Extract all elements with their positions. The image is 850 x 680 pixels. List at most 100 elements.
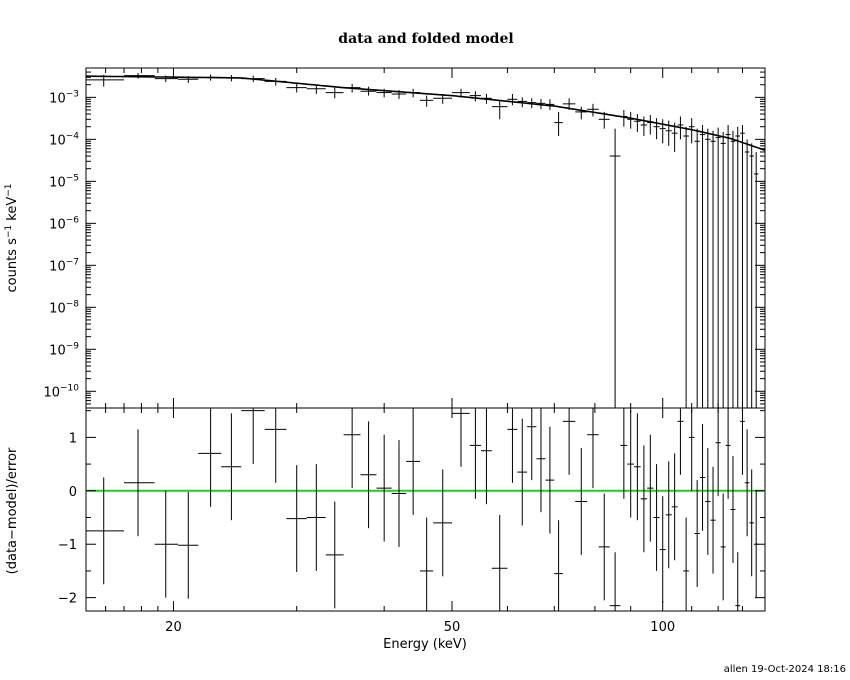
residual-point — [665, 461, 672, 569]
data-point — [587, 103, 599, 117]
residual-point — [575, 448, 588, 555]
data-point — [753, 151, 759, 408]
x-axis-label: Energy (keV) — [383, 637, 467, 652]
data-point — [491, 100, 508, 120]
y-tick-label: 10−6 — [49, 215, 79, 232]
y-tick-label: −1 — [58, 538, 77, 553]
residual-points — [86, 408, 759, 611]
bottom-y-tick-labels: −2 −1 0 1 — [58, 431, 77, 606]
residual-point — [659, 496, 666, 603]
data-point — [694, 128, 700, 408]
residual-point — [710, 466, 716, 574]
footer-stamp: allen 19-Oct-2024 18:16 — [724, 664, 846, 675]
residual-point — [433, 469, 453, 577]
data-point — [325, 87, 344, 99]
residual-point — [406, 408, 420, 515]
y-tick-label: −2 — [58, 592, 77, 607]
y-tick-label: 10−7 — [49, 257, 79, 274]
data-point — [554, 111, 563, 137]
residual-point — [744, 429, 750, 537]
residual-point — [720, 493, 726, 601]
residual-point — [699, 424, 706, 531]
data-point — [286, 83, 307, 93]
residual-point — [609, 552, 621, 611]
residual-point — [154, 490, 178, 598]
residual-point — [177, 491, 199, 599]
data-point — [507, 94, 518, 106]
residual-point — [536, 408, 546, 513]
residual-point — [241, 408, 265, 465]
y-tick-label: 10−4 — [49, 131, 79, 148]
residual-point — [86, 477, 125, 585]
residual-point — [598, 493, 610, 601]
residual-point — [705, 448, 711, 555]
data-point — [634, 114, 641, 132]
residual-point — [325, 501, 344, 609]
data-point — [720, 131, 726, 408]
residual-point — [306, 464, 326, 571]
data-point — [735, 126, 741, 408]
residual-point — [715, 408, 721, 497]
model-curve — [85, 75, 766, 151]
residual-point — [647, 434, 654, 542]
residual-point — [749, 469, 754, 577]
data-point — [671, 122, 678, 152]
residual-point — [469, 408, 481, 499]
residual-point — [677, 408, 684, 475]
data-point — [749, 143, 754, 408]
residual-point — [221, 413, 242, 521]
residual-point — [683, 517, 689, 611]
x-tick-label: 50 — [444, 620, 461, 635]
residual-point — [376, 434, 392, 542]
residual-point — [653, 464, 660, 571]
data-point — [469, 91, 481, 102]
x-tick-label: 20 — [165, 620, 182, 635]
top-data-points — [86, 73, 759, 408]
residual-point — [694, 480, 700, 587]
residual-point — [753, 490, 759, 598]
residual-point — [554, 520, 563, 611]
data-point — [609, 128, 621, 408]
data-point — [653, 118, 660, 140]
y-tick-label: 10−9 — [49, 341, 79, 358]
residual-point — [735, 552, 741, 611]
residual-point — [740, 408, 745, 475]
bottom-y-axis-label: (data−model)/error — [5, 447, 20, 574]
data-point — [725, 124, 731, 408]
residual-point — [124, 429, 155, 537]
residual-point — [391, 440, 407, 547]
residual-point — [688, 408, 695, 491]
top-panel-frame — [85, 67, 766, 409]
data-point — [659, 119, 666, 144]
chart-title: data and folded model — [338, 31, 513, 47]
y-tick-label: 10−3 — [49, 89, 79, 106]
residual-point — [198, 408, 222, 507]
residual-point — [545, 426, 555, 534]
x-tick-labels: 20 50 100 — [165, 620, 675, 635]
top-y-tick-labels: 10−10 10−9 10−8 10−7 10−6 10−5 10−4 10−3 — [43, 89, 79, 400]
residual-point — [419, 517, 434, 611]
residual-point — [562, 408, 576, 475]
residual-point — [634, 413, 641, 521]
top-y-axis-label: counts s−1 keV−1 — [4, 183, 20, 292]
data-point — [744, 139, 750, 408]
residual-point — [343, 408, 361, 489]
bottom-panel-frame — [85, 407, 766, 612]
y-tick-label: 0 — [69, 485, 77, 500]
residual-point — [452, 408, 470, 467]
residual-point — [264, 408, 287, 483]
data-point — [575, 106, 588, 120]
residual-point — [587, 408, 599, 489]
data-point — [647, 114, 654, 135]
data-point — [124, 73, 155, 79]
data-point — [545, 99, 555, 110]
top-panel: 10−10 10−9 10−8 10−7 10−6 10−5 10−4 10−3 — [43, 67, 766, 409]
data-point — [620, 109, 628, 127]
y-tick-label: 10−5 — [49, 173, 79, 190]
data-point — [306, 84, 326, 95]
data-point — [705, 128, 711, 408]
residual-point — [620, 408, 628, 499]
data-point — [419, 95, 434, 107]
data-point — [710, 130, 716, 408]
data-point — [360, 86, 377, 96]
